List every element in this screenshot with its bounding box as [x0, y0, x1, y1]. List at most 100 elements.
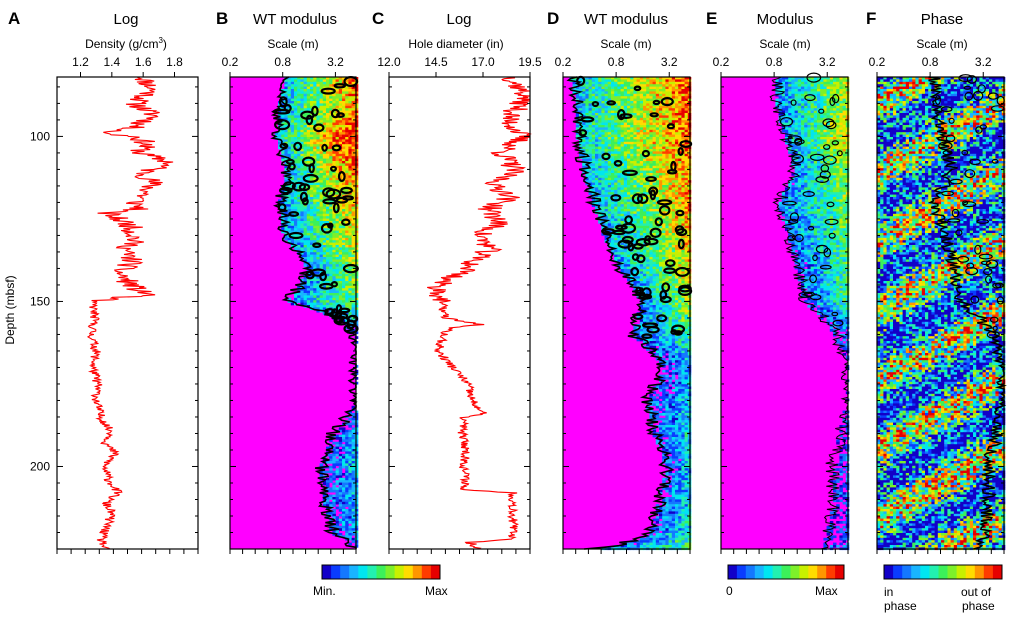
heatmap-cell	[306, 98, 311, 102]
heatmap-cell	[636, 101, 641, 104]
heatmap-cell	[678, 156, 682, 159]
heatmap-cell	[649, 79, 653, 83]
heatmap-cell	[665, 89, 669, 92]
heatmap-cell	[294, 103, 298, 107]
heatmap-cell	[614, 185, 618, 188]
heatmap-cell	[281, 151, 285, 155]
heatmap-cell	[310, 146, 314, 150]
panel-b-x-tick-label: 0.8	[274, 55, 291, 69]
heatmap-cell	[345, 429, 349, 433]
heatmap-cell	[303, 206, 308, 210]
heatmap-cell	[332, 77, 336, 80]
heatmap-cell	[668, 175, 673, 179]
heatmap-cell	[598, 77, 602, 80]
heatmap-cell	[300, 144, 304, 147]
heatmap-cell	[627, 206, 631, 210]
heatmap-cell	[326, 175, 330, 179]
heatmap-cell	[326, 281, 330, 284]
heatmap-cell	[322, 185, 327, 188]
heatmap-cell	[601, 168, 605, 171]
heatmap-cell	[611, 120, 615, 123]
heatmap-cell	[284, 129, 288, 133]
heatmap-cell	[306, 113, 311, 116]
heatmap-cell	[329, 117, 333, 121]
heatmap-cell	[319, 230, 324, 234]
heatmap-cell	[351, 269, 356, 272]
heatmap-cell	[575, 132, 580, 135]
heatmap-cell	[585, 137, 589, 140]
heatmap-cell	[345, 139, 349, 143]
heatmap-cell	[681, 77, 685, 80]
heatmap-cell	[332, 489, 336, 493]
heatmap-cell	[329, 276, 333, 279]
heatmap-cell	[326, 273, 330, 277]
heatmap-cell	[290, 77, 295, 80]
heatmap-cell	[310, 218, 314, 222]
heatmap-cell	[338, 528, 343, 531]
heatmap-cell	[595, 141, 599, 145]
heatmap-cell	[348, 98, 352, 102]
heatmap-cell	[601, 139, 605, 143]
heatmap-cell	[675, 127, 679, 131]
heatmap-cell	[310, 283, 314, 287]
heatmap-cell	[643, 182, 647, 186]
heatmap-cell	[620, 182, 625, 186]
heatmap-cell	[335, 261, 340, 265]
heatmap-cell	[345, 276, 349, 279]
heatmap-cell	[294, 153, 298, 157]
heatmap-cell	[646, 146, 650, 150]
panel-c-x-tick-label: 17.0	[471, 55, 495, 69]
heatmap-cell	[633, 103, 637, 107]
heatmap-cell	[646, 129, 650, 133]
heatmap-cell	[582, 110, 586, 114]
heatmap-cell	[319, 161, 324, 164]
heatmap-cell	[575, 105, 580, 109]
heatmap-cell	[313, 93, 317, 97]
heatmap-cell	[662, 96, 666, 99]
heatmap-cell	[585, 156, 589, 159]
heatmap-cell	[595, 139, 599, 143]
heatmap-cell	[684, 101, 689, 104]
heatmap-cell	[310, 98, 314, 102]
heatmap-cell	[601, 127, 605, 131]
heatmap-cell	[617, 81, 621, 85]
heatmap-cell	[598, 153, 602, 157]
heatmap-cell	[662, 146, 666, 150]
heatmap-cell	[643, 117, 647, 121]
heatmap-cell	[675, 175, 679, 179]
heatmap-cell	[601, 211, 605, 215]
heatmap-cell	[316, 240, 320, 243]
heatmap-cell	[332, 525, 336, 529]
heatmap-cell	[671, 120, 676, 123]
heatmap-cell	[316, 84, 320, 87]
heatmap-cell	[598, 189, 602, 193]
heatmap-cell	[601, 115, 605, 119]
heatmap-cell	[306, 230, 311, 234]
heatmap-cell	[345, 453, 349, 457]
heatmap-cell	[620, 125, 625, 128]
heatmap-cell	[633, 139, 637, 143]
contour-blob	[277, 203, 287, 212]
heatmap-cell	[316, 182, 320, 186]
heatmap-cell	[646, 93, 650, 97]
heatmap-cell	[338, 463, 343, 467]
heatmap-cell	[313, 271, 317, 275]
heatmap-cell	[681, 127, 685, 131]
heatmap-cell	[575, 115, 580, 119]
heatmap-cell	[649, 141, 653, 145]
heatmap-cell	[684, 213, 689, 217]
heatmap-cell	[348, 285, 352, 289]
heatmap-cell	[591, 182, 596, 186]
heatmap-cell	[316, 264, 320, 267]
heatmap-cell	[678, 77, 682, 80]
heatmap-cell	[342, 518, 346, 522]
heatmap-cell	[338, 470, 343, 474]
heatmap-cell	[588, 125, 593, 128]
heatmap-cell	[665, 110, 669, 114]
heatmap-cell	[636, 175, 641, 179]
heatmap-cell	[332, 240, 336, 243]
heatmap-cell	[322, 139, 327, 143]
heatmap-cell	[294, 86, 298, 90]
heatmap-cell	[342, 477, 346, 481]
heatmap-cell	[681, 163, 685, 167]
